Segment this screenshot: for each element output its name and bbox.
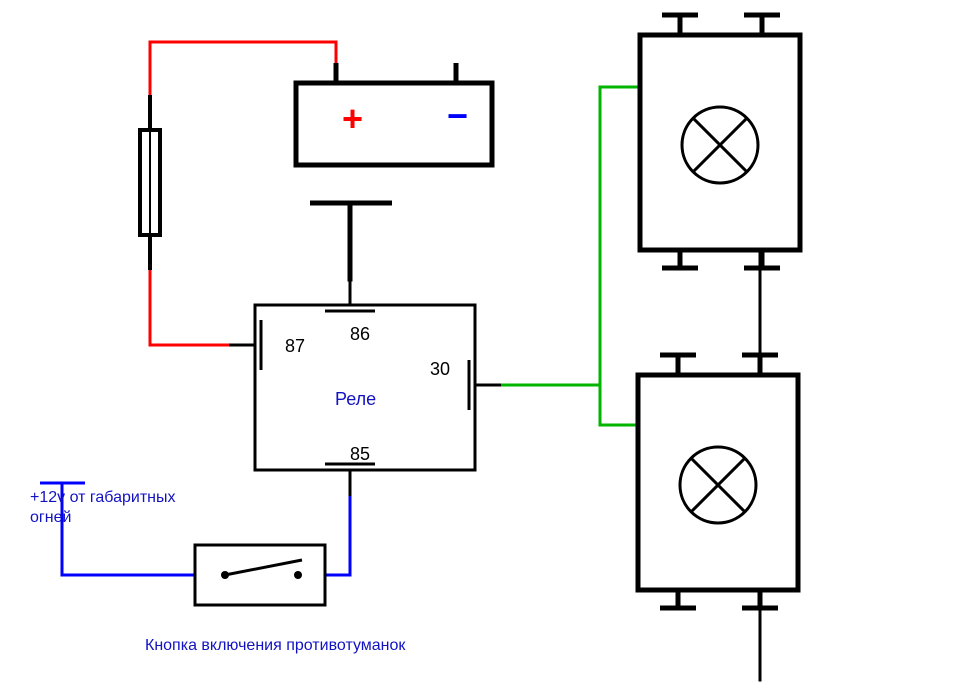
relay-pin-label-30: 30	[430, 359, 450, 379]
lamp-box-0	[640, 35, 800, 250]
label-switch: Кнопка включения противотуманок	[145, 637, 406, 654]
relay-pin-label-87: 87	[285, 336, 305, 356]
lamp-box-1	[638, 375, 798, 590]
switch-body	[195, 545, 325, 605]
relay-pin-label-85: 85	[350, 444, 370, 464]
label-input-line2: огней	[30, 509, 71, 526]
switch-terminal	[294, 571, 302, 579]
label-input-line1: +12v от габаритных	[30, 489, 175, 506]
battery-plus: +	[342, 98, 363, 139]
relay-label: Реле	[335, 389, 376, 409]
relay-pin-label-86: 86	[350, 324, 370, 344]
battery-minus: −	[447, 95, 468, 136]
